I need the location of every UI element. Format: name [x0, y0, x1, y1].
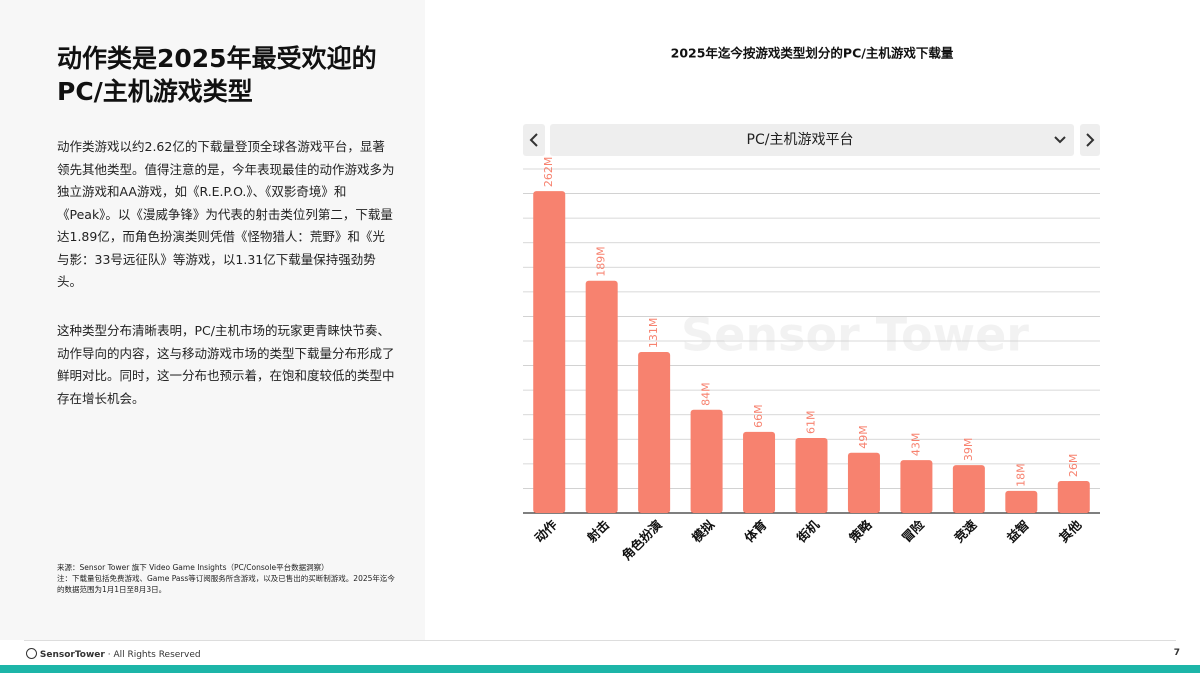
value-label: 26M	[1067, 454, 1080, 478]
page-number: 7	[1173, 648, 1180, 658]
value-label: 66M	[752, 404, 765, 428]
bar	[900, 460, 933, 513]
watermark: Sensor Tower	[681, 308, 1029, 362]
note-line: 来源：Sensor Tower 旗下 Video Game Insights（P…	[57, 563, 329, 572]
value-label: 131M	[647, 318, 660, 349]
value-label: 189M	[595, 246, 608, 277]
chart-title: 2025年迄今按游戏类型划分的PC/主机游戏下载量	[671, 46, 954, 61]
value-label: 39M	[962, 438, 975, 462]
x-tick-label: 角色扮演	[619, 517, 665, 563]
slide-title: 动作类是2025年最受欢迎的 PC/主机游戏类型	[57, 42, 377, 108]
value-label: 262M	[542, 157, 555, 188]
rights: · All Rights Reserved	[107, 650, 201, 660]
dropdown[interactable]	[550, 124, 1074, 156]
x-tick-label: 冒险	[899, 517, 928, 546]
footer-brand: SensorTower · All Rights Reserved	[26, 648, 201, 660]
dropdown-icon	[1054, 136, 1066, 144]
bar	[743, 431, 776, 513]
paragraph: 动作类游戏以约2.62亿的下载量登顶全球各游戏平台，显著领先其他类型。值得注意的…	[57, 139, 395, 289]
title-line: PC/主机游戏类型	[57, 77, 253, 106]
next-button[interactable]	[1080, 124, 1100, 156]
x-tick-label: 策略	[846, 517, 875, 546]
bar	[585, 280, 618, 513]
x-tick-label: 益智	[1004, 517, 1032, 545]
value-label: 49M	[857, 425, 870, 449]
bar	[690, 409, 723, 513]
x-tick-label: 竞速	[951, 517, 980, 546]
value-label: 84M	[700, 382, 713, 406]
bottom-bar	[0, 665, 1200, 673]
brand: SensorTower	[39, 650, 105, 660]
dropdown-label: PC/主机游戏平台	[747, 132, 854, 148]
x-tick-label: 射击	[583, 517, 612, 546]
bar	[1057, 481, 1090, 513]
paragraph: 这种类型分布清晰表明，PC/主机市场的玩家更青睐快节奏、动作导向的内容，这与移动…	[57, 323, 395, 406]
x-tick-label: 动作	[532, 517, 561, 546]
prev-icon	[529, 133, 538, 147]
next-icon	[1086, 133, 1095, 147]
bar	[638, 352, 671, 513]
note-line: 注：下载量包括免费游戏、Game Pass等订阅服务所含游戏，以及已售出的买断制…	[57, 574, 395, 594]
logo-icon	[26, 648, 37, 659]
x-tick-label: 其他	[1056, 517, 1085, 546]
bar	[533, 191, 566, 513]
source-note: 来源：Sensor Tower 旗下 Video Game Insights（P…	[57, 562, 402, 595]
bar	[1005, 490, 1038, 513]
prev-button[interactable]	[523, 124, 545, 156]
left-panel	[0, 0, 425, 640]
footer-rule	[24, 640, 1176, 641]
title-line: 动作类是2025年最受欢迎的	[57, 44, 377, 73]
value-label: 18M	[1014, 463, 1027, 486]
x-tick-label: 体育	[741, 517, 770, 546]
x-tick-label: 街机	[793, 517, 822, 546]
bar	[795, 438, 828, 513]
bar	[952, 465, 985, 513]
x-tick-label: 模拟	[689, 517, 718, 546]
value-label: 43M	[909, 433, 922, 457]
value-label: 61M	[805, 411, 818, 435]
bar	[847, 452, 880, 513]
